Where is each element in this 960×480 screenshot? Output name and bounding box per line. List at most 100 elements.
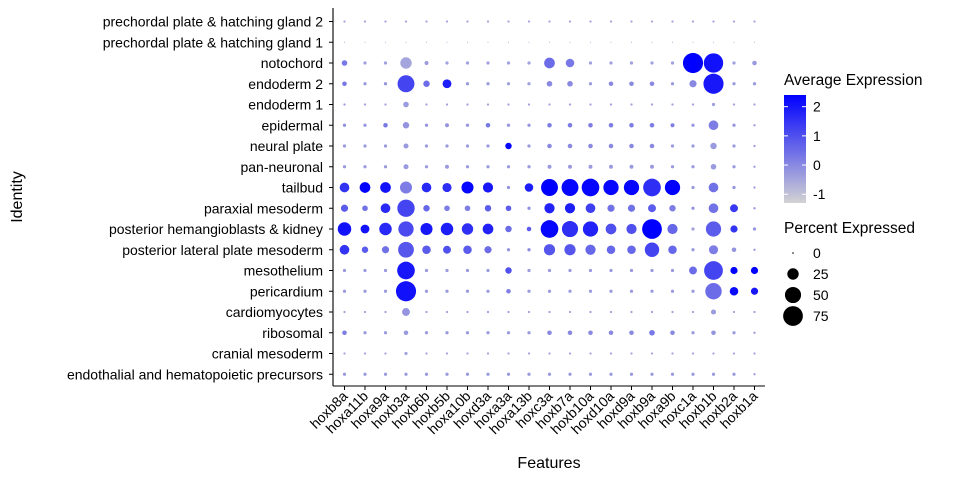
- dot-point: [445, 331, 449, 335]
- dot-point: [547, 330, 552, 336]
- dot-point: [589, 20, 592, 23]
- dot-point: [343, 103, 346, 106]
- dot-point: [527, 331, 531, 335]
- dot-point: [404, 20, 408, 23]
- y-tick-label: cranial mesoderm: [212, 346, 323, 362]
- size-legend-dot: [783, 306, 803, 326]
- dot-point: [753, 20, 756, 23]
- dot-point: [466, 352, 469, 355]
- dot-point: [753, 124, 756, 127]
- y-tick-label: prechordal plate & hatching gland 1: [103, 34, 323, 50]
- dot-point: [363, 331, 367, 335]
- dot-point: [732, 185, 736, 190]
- dot-point: [360, 224, 370, 234]
- color-legend-label: 2: [813, 99, 821, 115]
- x-tick-labels: hoxb8ahoxa11bhoxa9ahoxb3ahoxb6bhoxb5bhox…: [307, 386, 761, 437]
- dot-point: [691, 352, 695, 355]
- y-tick-label: pan-neuronal: [240, 159, 323, 175]
- dot-point: [424, 372, 429, 376]
- size-legend-title: Percent Expressed: [784, 220, 915, 237]
- dot-point: [466, 41, 469, 43]
- dot-point: [671, 103, 674, 106]
- dot-point: [568, 310, 572, 314]
- dot-point: [363, 372, 367, 376]
- dot-point: [363, 144, 367, 148]
- dot-point: [405, 41, 407, 43]
- dot-point: [363, 310, 367, 314]
- dot-point: [527, 352, 531, 355]
- dot-point: [363, 20, 367, 23]
- dot-point: [649, 329, 655, 336]
- dot-point: [649, 143, 655, 149]
- dot-point: [423, 80, 430, 87]
- size-legend-dot: [787, 268, 799, 280]
- dot-point: [650, 268, 654, 273]
- dot-point: [609, 268, 613, 273]
- y-tick-label: ribosomal: [262, 325, 323, 341]
- dot-point: [689, 80, 697, 88]
- dot-point: [425, 103, 428, 106]
- y-axis-title: Identity: [9, 171, 26, 223]
- dot-point: [670, 165, 675, 169]
- dot-point: [343, 41, 346, 43]
- dot-point: [381, 246, 390, 254]
- y-tick-label: pericardium: [250, 283, 323, 299]
- dot-point: [608, 330, 614, 336]
- dot-point: [363, 61, 367, 65]
- dot-point: [506, 372, 511, 376]
- dot-point: [568, 20, 572, 23]
- dot-point: [753, 373, 756, 376]
- dot-point: [339, 182, 350, 193]
- dot-point: [397, 199, 415, 217]
- dot-point: [403, 330, 409, 336]
- dot-point: [630, 41, 633, 43]
- dot-point: [548, 20, 551, 23]
- dot-point: [363, 268, 367, 273]
- dot-point: [486, 310, 490, 314]
- dot-point: [650, 20, 654, 23]
- dot-point: [486, 165, 490, 169]
- dot-point: [703, 73, 724, 94]
- dot-point: [626, 223, 637, 235]
- dot-point: [363, 165, 367, 169]
- dot-point: [588, 122, 593, 128]
- dot-point: [588, 82, 593, 86]
- dot-point: [547, 268, 552, 273]
- dot-point: [404, 372, 408, 376]
- dot-point: [484, 246, 492, 254]
- dot-point: [650, 164, 654, 169]
- dot-point: [548, 41, 551, 43]
- dot-point: [445, 289, 449, 293]
- dot-point: [609, 352, 613, 355]
- dot-point: [465, 82, 470, 86]
- dot-point: [568, 289, 572, 293]
- y-tick-label: cardiomyocytes: [226, 304, 323, 320]
- dot-point: [548, 103, 551, 106]
- dot-point: [649, 81, 655, 87]
- dot-point: [486, 289, 490, 293]
- size-legend-dot: [792, 252, 794, 254]
- dot-point: [359, 182, 371, 193]
- dot-point: [708, 182, 719, 193]
- dot-point: [421, 182, 432, 193]
- dot-point: [729, 286, 739, 296]
- dot-point: [445, 352, 449, 355]
- dot-point: [546, 80, 553, 87]
- dot-point: [423, 205, 430, 212]
- dot-point: [343, 310, 346, 314]
- dot-point: [547, 122, 552, 128]
- dot-point: [732, 82, 736, 86]
- dot-point: [651, 41, 653, 43]
- dot-point: [548, 352, 551, 355]
- dot-point: [527, 20, 531, 23]
- dot-point: [691, 248, 695, 252]
- dot-point: [380, 182, 391, 193]
- dot-point: [629, 143, 634, 149]
- color-legend-label: 1: [813, 128, 821, 144]
- dot-point: [466, 20, 469, 23]
- dot-point: [527, 165, 531, 169]
- dot-point: [732, 144, 736, 148]
- dot-point: [400, 57, 412, 69]
- dot-point: [482, 182, 494, 193]
